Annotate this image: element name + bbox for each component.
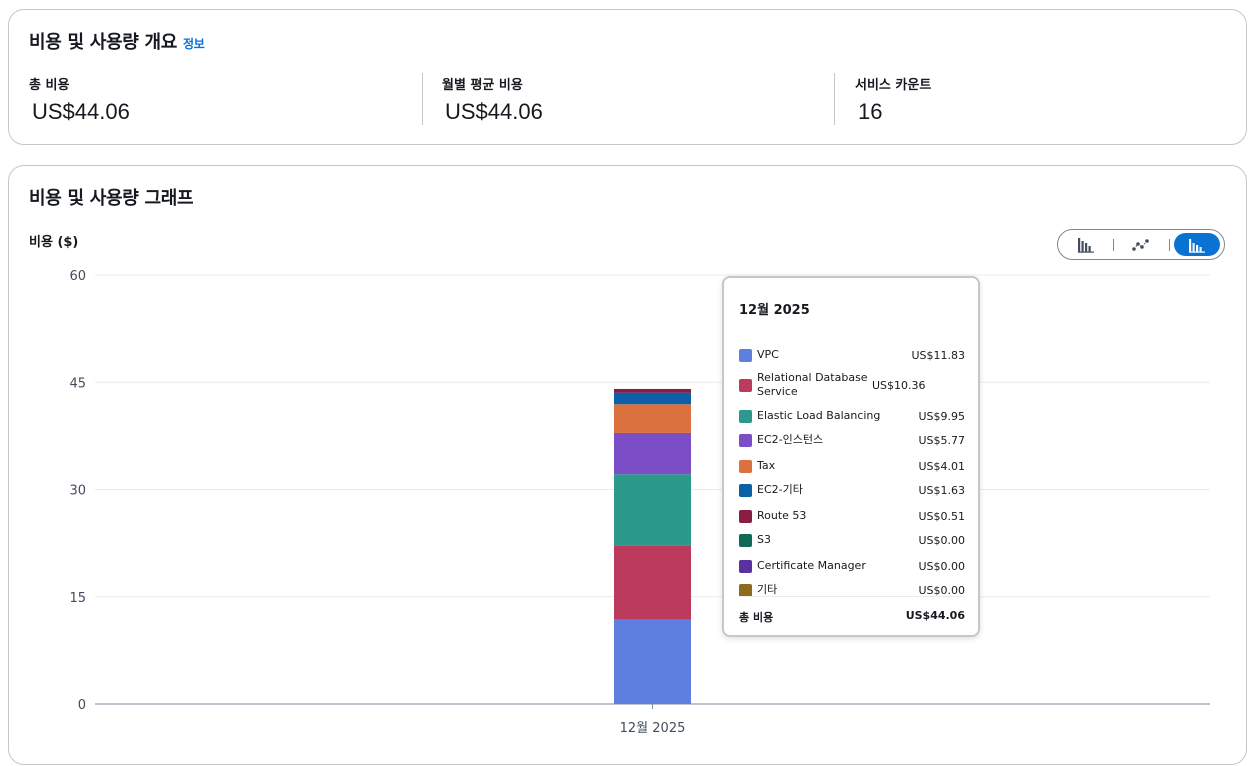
- tooltip-row: S3 US$0.00: [739, 533, 965, 547]
- bar-segment-route-53[interactable]: [614, 388, 691, 393]
- legend-swatch: [739, 459, 752, 473]
- legend-swatch: [739, 433, 752, 447]
- tooltip-series-name: Certificate Manager: [757, 559, 866, 572]
- bar-segment-vpc[interactable]: [614, 619, 691, 704]
- metric-label: 총 비용: [29, 78, 70, 93]
- tooltip-row: Tax US$4.01: [739, 459, 965, 473]
- legend-swatch: [739, 348, 752, 362]
- metric-divider: [834, 73, 835, 125]
- legend-swatch: [739, 559, 752, 573]
- tooltip-total-value: US$44.06: [905, 609, 965, 622]
- tooltip-series-value: US$0.00: [918, 533, 965, 547]
- line-chart-toggle[interactable]: [1118, 233, 1164, 256]
- tooltip-series-value: US$0.51: [918, 509, 965, 523]
- metric-value: 16: [858, 99, 883, 124]
- tooltip-series-value: US$9.95: [918, 409, 965, 423]
- bar-segment-relational-database-service[interactable]: [614, 545, 691, 620]
- tooltip-series-name: EC2-인스턴스: [757, 433, 824, 446]
- stacked-bar-chart-toggle[interactable]: [1174, 233, 1220, 256]
- toggle-separator: [1113, 239, 1114, 251]
- tooltip-series-value: US$10.36: [872, 378, 926, 392]
- tooltip-series-name: S3: [757, 533, 771, 546]
- metric-service-count: 서비스 카운트 16: [855, 74, 931, 124]
- bar-segment-ec2-인스턴스[interactable]: [614, 432, 691, 475]
- y-tick-label: 45: [69, 376, 86, 391]
- summary-title-text: 비용 및 사용량 개요: [29, 32, 177, 53]
- bar-chart-toggle[interactable]: [1063, 233, 1109, 256]
- tooltip-series-value: US$0.00: [918, 583, 965, 597]
- tooltip-series-name: VPC: [757, 348, 779, 361]
- legend-swatch: [739, 378, 752, 392]
- chart-type-toggle: [1057, 229, 1225, 260]
- tooltip-row: 기타 US$0.00: [739, 583, 965, 597]
- tooltip-row: Route 53 US$0.51: [739, 509, 965, 523]
- bar-segment-elastic-load-balancing[interactable]: [614, 474, 691, 546]
- tooltip-row: VPC US$11.83: [739, 348, 965, 362]
- tooltip-title: 12월 2025: [739, 303, 810, 318]
- metric-value: US$44.06: [32, 99, 130, 124]
- tooltip-row: EC2-기타 US$1.63: [739, 483, 965, 497]
- metric-label: 서비스 카운트: [855, 78, 932, 93]
- tooltip-divider: [739, 596, 965, 597]
- tooltip-total: 총 비용 US$44.06: [739, 609, 965, 625]
- metric-monthly-average: 월별 평균 비용 US$44.06: [442, 74, 543, 124]
- bar-segment-ec2-기타[interactable]: [614, 392, 691, 405]
- tooltip-row: Relational Database Service US$10.36: [739, 371, 965, 399]
- tooltip-series-value: US$4.01: [918, 459, 965, 473]
- legend-swatch: [739, 409, 752, 423]
- tooltip-series-value: US$11.83: [911, 348, 965, 362]
- tooltip-row: EC2-인스턴스 US$5.77: [739, 433, 965, 447]
- tooltip-series-name: EC2-기타: [757, 483, 803, 496]
- line-chart-icon: [1132, 238, 1149, 251]
- legend-swatch: [739, 583, 752, 597]
- chart-tooltip: 12월 2025 VPC US$11.83 Relational Database …: [722, 276, 980, 637]
- tooltip-total-label: 총 비용: [739, 611, 774, 624]
- metric-divider: [422, 73, 423, 125]
- y-tick-label: 15: [69, 591, 86, 606]
- tooltip-row: Certificate Manager US$0.00: [739, 559, 965, 573]
- y-tick-label: 60: [69, 269, 86, 284]
- legend-swatch: [739, 483, 752, 497]
- cost-usage-summary-card: 비용 및 사용량 개요 정보 총 비용 US$44.06 월별 평균 비용 US$…: [8, 9, 1247, 145]
- tooltip-series-value: US$0.00: [918, 559, 965, 573]
- cost-usage-graph-card: 비용 및 사용량 그래프 비용 ($): [8, 165, 1247, 765]
- y-axis-title: 비용 ($): [29, 235, 79, 250]
- y-tick-label: 0: [78, 698, 86, 713]
- metric-total-cost: 총 비용 US$44.06: [29, 74, 130, 124]
- bar-chart-icon: [1078, 237, 1094, 253]
- tooltip-series-name: Relational Database Service: [757, 371, 868, 398]
- stacked-bar-chart: 0 15 30 45 60 12월 2025: [69, 269, 1210, 736]
- tooltip-series-name: 기타: [757, 583, 778, 596]
- stacked-bar-chart-icon: [1189, 238, 1205, 253]
- tooltip-series-name: Route 53: [757, 509, 807, 522]
- metric-label: 월별 평균 비용: [442, 78, 523, 93]
- tooltip-series-name: Elastic Load Balancing: [757, 409, 881, 422]
- tooltip-series-value: US$1.63: [918, 483, 965, 497]
- bar-segment-tax[interactable]: [614, 404, 691, 433]
- toggle-separator: [1169, 239, 1170, 251]
- legend-swatch: [739, 533, 752, 547]
- summary-title: 비용 및 사용량 개요 정보: [29, 28, 205, 54]
- y-tick-label: 30: [69, 484, 86, 499]
- x-tick-label: 12월 2025: [620, 721, 686, 736]
- tooltip-series-value: US$5.77: [918, 433, 965, 447]
- info-link[interactable]: 정보: [182, 37, 205, 51]
- tooltip-row: Elastic Load Balancing US$9.95: [739, 409, 965, 423]
- tooltip-series-name: Tax: [757, 459, 776, 472]
- metric-value: US$44.06: [445, 99, 543, 124]
- graph-title: 비용 및 사용량 그래프: [29, 188, 194, 209]
- legend-swatch: [739, 509, 752, 523]
